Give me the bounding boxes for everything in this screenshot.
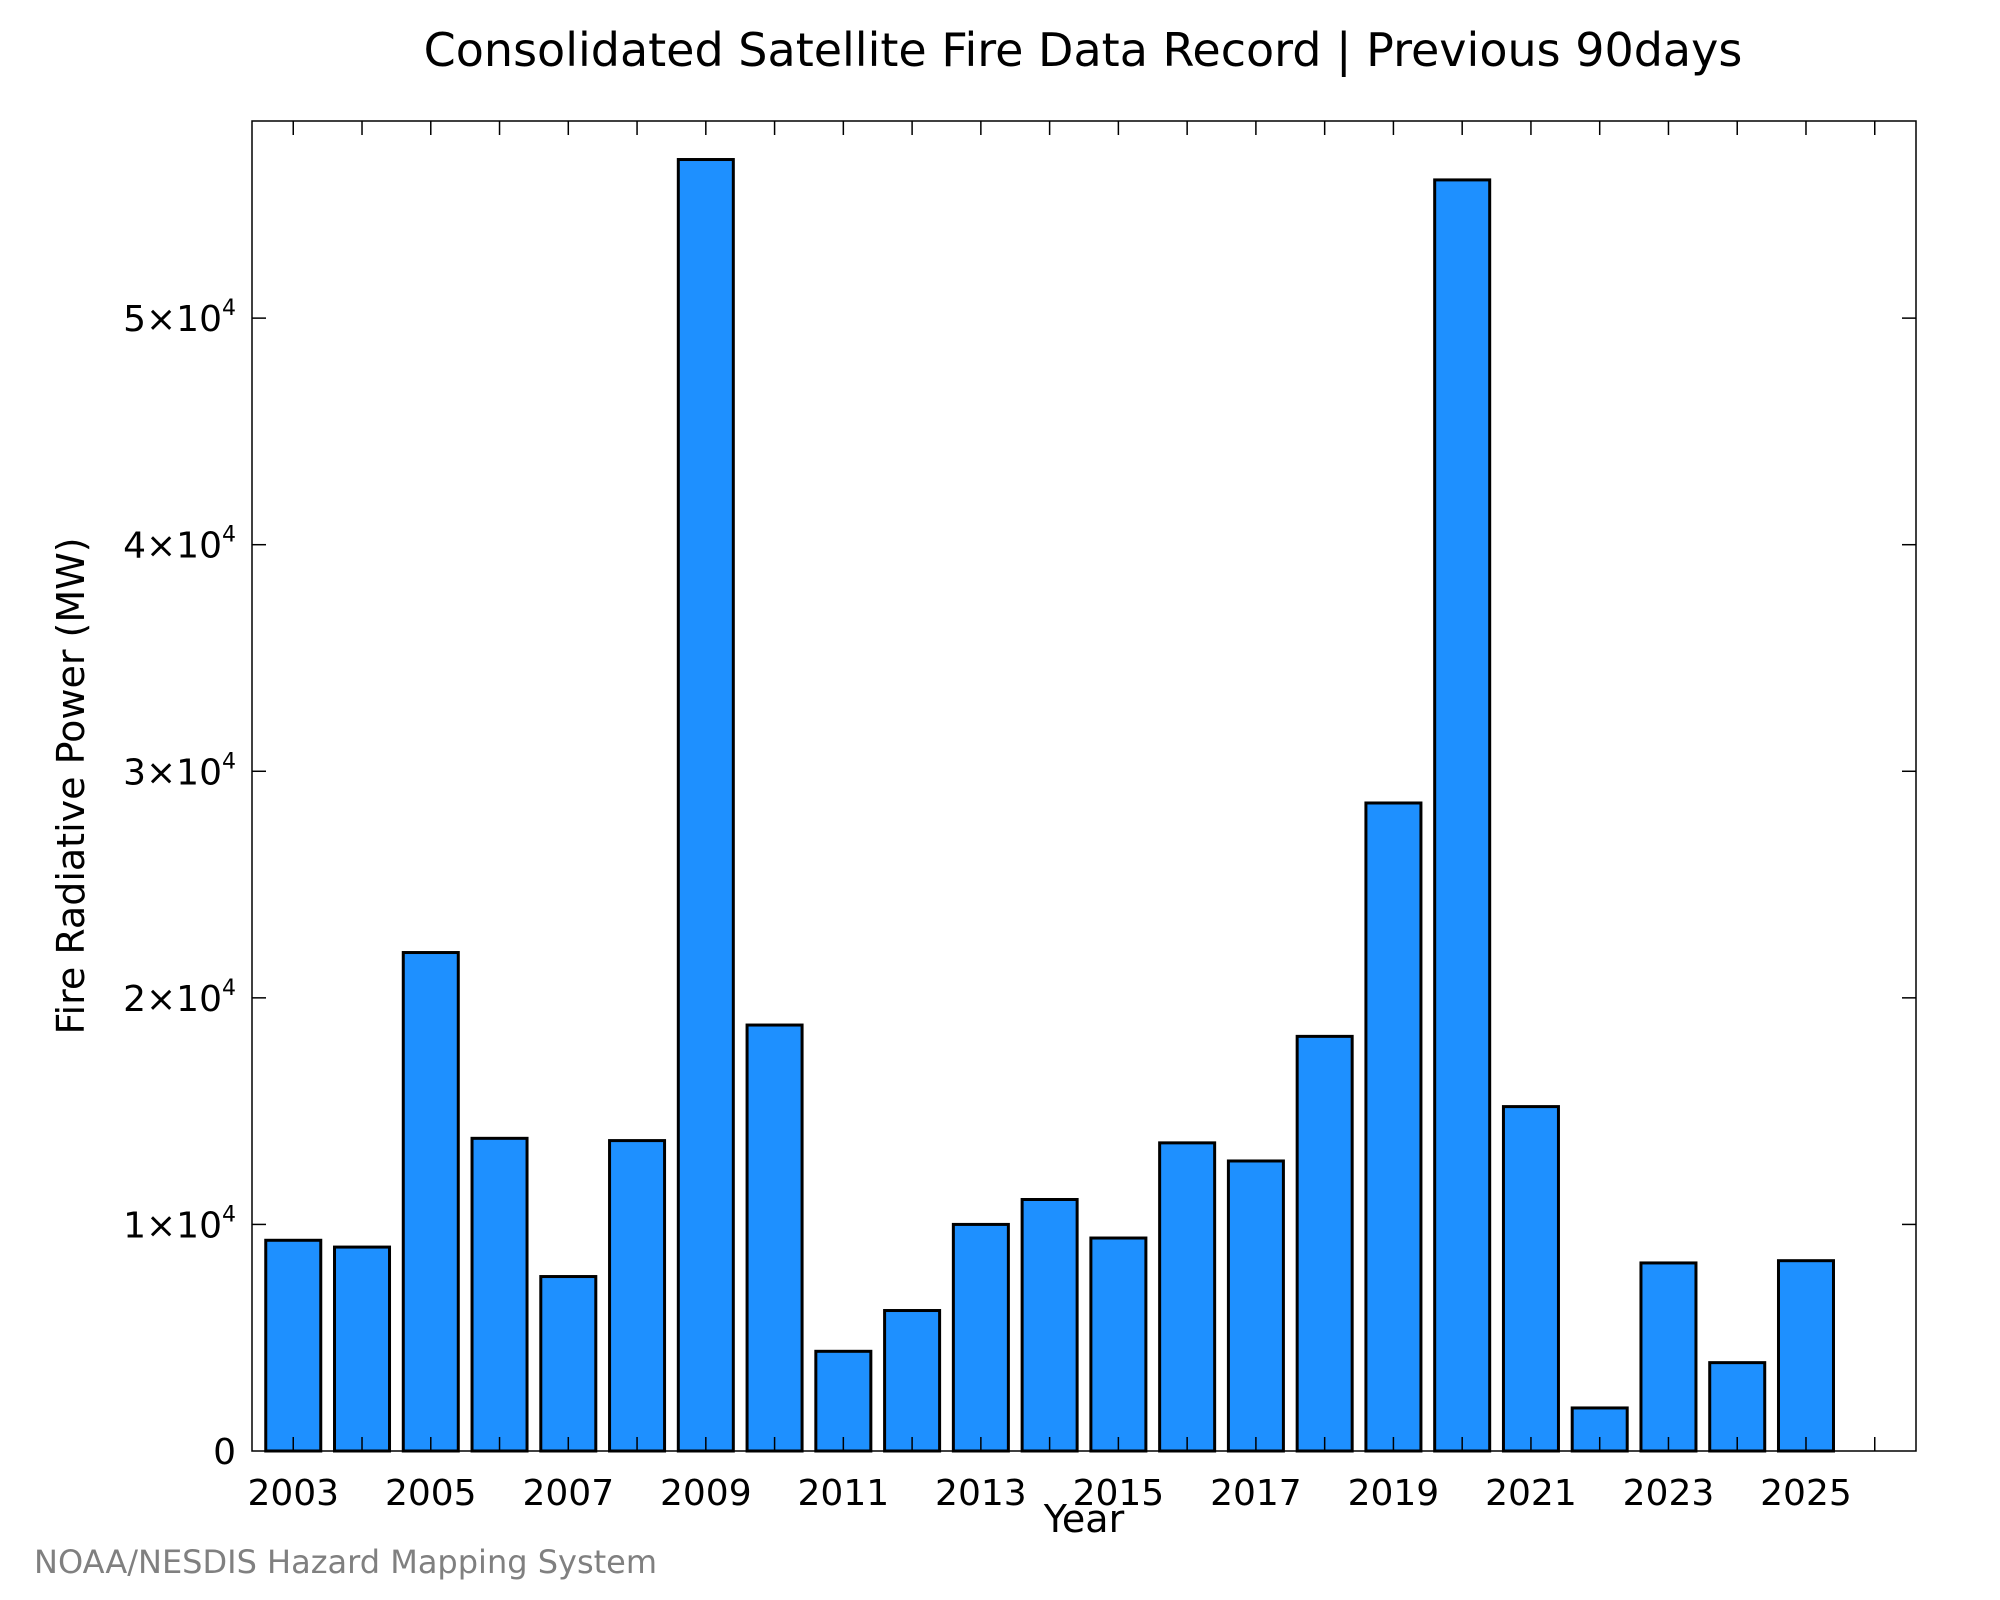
y-tick-exponent: 4 bbox=[222, 523, 236, 548]
x-tick-label-2019: 2019 bbox=[1348, 1473, 1440, 1514]
x-tick-label-2017: 2017 bbox=[1210, 1473, 1302, 1514]
x-tick-label-2025: 2025 bbox=[1760, 1473, 1852, 1514]
x-tick-label-2005: 2005 bbox=[385, 1473, 477, 1514]
y-tick-mantissa: 3×10 bbox=[123, 752, 222, 793]
y-axis-label: Fire Radiative Power (MW) bbox=[49, 537, 93, 1034]
bar-2019 bbox=[1364, 801, 1423, 1453]
y-tick-label-50000: 5×104 bbox=[123, 296, 236, 340]
plot-frame bbox=[251, 120, 1917, 1452]
y-tick-label-40000: 4×104 bbox=[123, 523, 236, 567]
bar-2005 bbox=[401, 951, 460, 1453]
y-tick-label-20000: 2×104 bbox=[123, 976, 236, 1020]
bar-2003 bbox=[264, 1238, 323, 1453]
y-tick-label-10000: 1×104 bbox=[123, 1202, 236, 1246]
y-tick-exponent: 4 bbox=[222, 976, 236, 1001]
y-tick-mantissa: 0 bbox=[213, 1432, 236, 1473]
bar-2020 bbox=[1433, 178, 1492, 1453]
x-tick-label-2003: 2003 bbox=[247, 1473, 339, 1514]
bar-2018 bbox=[1295, 1034, 1354, 1453]
bar-2023 bbox=[1639, 1261, 1698, 1453]
bar-2016 bbox=[1158, 1141, 1217, 1453]
bar-2015 bbox=[1089, 1236, 1148, 1453]
y-tick-mantissa: 5×10 bbox=[123, 299, 222, 340]
bar-2004 bbox=[333, 1245, 392, 1453]
y-tick-mantissa: 4×10 bbox=[123, 526, 222, 567]
y-tick-exponent: 4 bbox=[222, 749, 236, 774]
x-tick-label-2015: 2015 bbox=[1073, 1473, 1165, 1514]
bar-2008 bbox=[608, 1139, 667, 1453]
y-tick-label-30000: 3×104 bbox=[123, 749, 236, 793]
x-tick-label-2009: 2009 bbox=[660, 1473, 752, 1514]
y-tick-mantissa: 1×10 bbox=[123, 1205, 222, 1246]
source-credit: NOAA/NESDIS Hazard Mapping System bbox=[34, 1543, 657, 1581]
y-tick-exponent: 4 bbox=[222, 296, 236, 321]
bar-2012 bbox=[883, 1309, 942, 1453]
y-tick-label-0: 0 bbox=[213, 1432, 236, 1473]
bar-2013 bbox=[951, 1222, 1010, 1453]
y-tick-mantissa: 2×10 bbox=[123, 979, 222, 1020]
x-tick-label-2021: 2021 bbox=[1485, 1473, 1577, 1514]
bar-2010 bbox=[745, 1023, 804, 1453]
y-tick-exponent: 4 bbox=[222, 1202, 236, 1227]
bar-2011 bbox=[814, 1349, 873, 1453]
x-tick-label-2013: 2013 bbox=[935, 1473, 1027, 1514]
chart-title: Consolidated Satellite Fire Data Record … bbox=[424, 23, 1743, 78]
plot-area: 2003 2005 2007 2009 2011 2013 2015 2017 2019 2021… bbox=[123, 121, 1916, 1514]
bar-2021 bbox=[1501, 1105, 1560, 1453]
x-axis-label: Year bbox=[1043, 1497, 1125, 1541]
bar-2007 bbox=[539, 1275, 598, 1453]
bar-2014 bbox=[1020, 1198, 1079, 1453]
bar-2025 bbox=[1776, 1259, 1835, 1453]
x-tick-label-2023: 2023 bbox=[1623, 1473, 1715, 1514]
bar-2009 bbox=[676, 158, 735, 1453]
x-tick-label-2011: 2011 bbox=[798, 1473, 890, 1514]
x-tick-label-2007: 2007 bbox=[522, 1473, 614, 1514]
bar-2017 bbox=[1226, 1159, 1285, 1453]
bar-2006 bbox=[470, 1136, 529, 1453]
